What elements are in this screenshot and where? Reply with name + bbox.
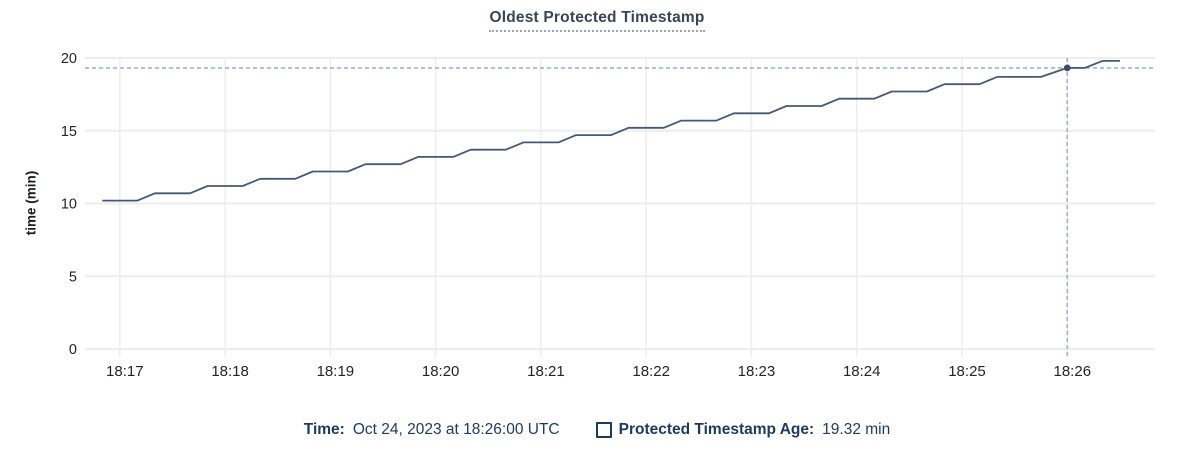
x-tick-label: 18:17	[106, 363, 144, 380]
y-axis-label: time (min)	[23, 170, 39, 236]
x-tick-label: 18:19	[317, 363, 355, 380]
y-tick-label: 15	[61, 124, 77, 140]
legend-time-label: Time:	[303, 421, 345, 438]
x-tick-label: 18:24	[843, 363, 881, 380]
series-checkbox[interactable]	[595, 422, 612, 438]
y-tick-label: 0	[69, 342, 77, 358]
legend-series-label: Protected Timestamp Age:	[618, 421, 815, 438]
x-tick-label: 18:21	[527, 363, 565, 380]
x-tick-label: 18:20	[422, 363, 460, 380]
legend-series-value: 19.32 min	[822, 421, 891, 438]
y-tick-label: 20	[61, 51, 77, 67]
chart-title[interactable]: Oldest Protected Timestamp	[489, 9, 705, 32]
legend-time-value: Oct 24, 2023 at 18:26:00 UTC	[352, 421, 560, 438]
y-tick-label: 5	[69, 269, 77, 285]
x-tick-labels: 18:17 18:18 18:19 18:20 18:21 18:22 18:23 18:24…	[106, 363, 1091, 380]
legend-time: Time: Oct 24, 2023 at 18:26:00 UTC	[304, 421, 560, 439]
chart-header: Oldest Protected Timestamp	[0, 9, 1194, 32]
plot-hover-area[interactable]	[90, 58, 1155, 349]
x-tick-label: 18:26	[1054, 363, 1092, 380]
y-tick-label: 10	[61, 197, 77, 213]
legend-series[interactable]: Protected Timestamp Age: 19.32 min	[595, 421, 891, 439]
x-tick-label: 18:23	[738, 363, 776, 380]
x-tick-label: 18:25	[948, 363, 986, 380]
y-tick-labels: 0 5 10 15 20	[61, 51, 77, 358]
x-tick-label: 18:22	[632, 363, 670, 380]
x-tick-label: 18:18	[211, 363, 249, 380]
legend: Time: Oct 24, 2023 at 18:26:00 UTC Prote…	[0, 421, 1194, 439]
